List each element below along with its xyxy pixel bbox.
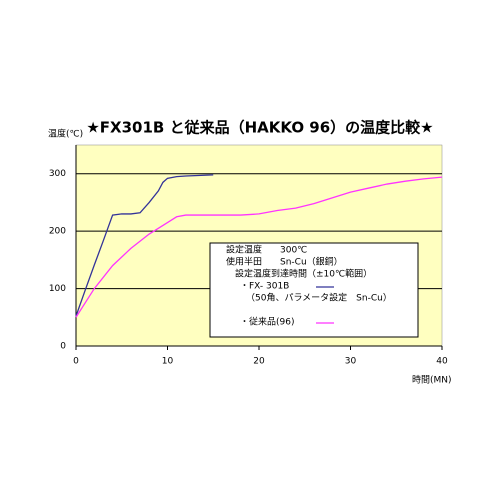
chart-title: ★FX301B と従来品（HAKKO 96）の温度比較★ bbox=[86, 119, 433, 137]
series-line bbox=[75, 176, 443, 318]
annotation: 設定温度到達時間（±10℃範囲） bbox=[226, 268, 372, 280]
y-tick-label: 300 bbox=[49, 169, 66, 179]
y-tick-label: 100 bbox=[49, 284, 66, 294]
x-tick-label: 10 bbox=[162, 357, 174, 367]
legend-label: ・従来品(96) bbox=[240, 316, 294, 328]
annotation-box bbox=[209, 242, 419, 338]
annotation: 使用半田 Sn-Cu（銀銅） bbox=[226, 256, 343, 268]
y-tick-label: 200 bbox=[49, 227, 66, 237]
y-tick-label: 0 bbox=[60, 342, 66, 352]
legend-label: ・FX- 301B bbox=[240, 282, 289, 292]
x-tick-label: 20 bbox=[253, 357, 265, 367]
series-note: （50角、パラメータ設定 Sn-Cu） bbox=[246, 292, 392, 304]
series-line bbox=[75, 174, 214, 317]
x-axis-label: 時間(MN) bbox=[412, 375, 452, 386]
x-tick-label: 30 bbox=[345, 357, 357, 367]
y-axis-label: 温度(℃) bbox=[48, 128, 83, 140]
annotation: 設定温度 300℃ bbox=[226, 244, 307, 256]
x-tick-label: 0 bbox=[73, 357, 79, 367]
x-tick-label: 40 bbox=[436, 357, 448, 367]
